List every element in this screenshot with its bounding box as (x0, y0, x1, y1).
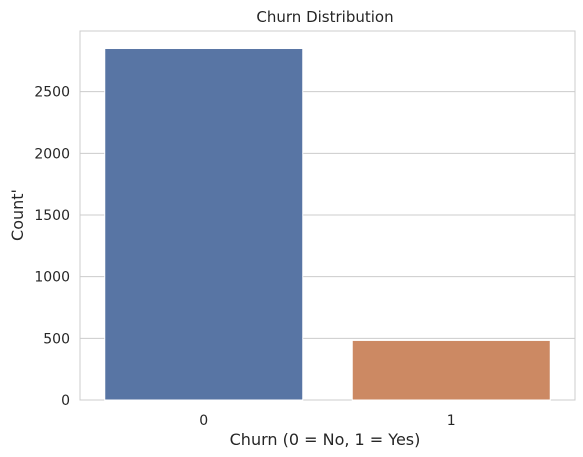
y-tick-label: 2000 (34, 146, 70, 162)
y-tick-label: 500 (43, 331, 70, 347)
y-tick-label: 0 (61, 393, 70, 409)
y-tick-labels: 0 500 1000 1500 2000 2500 (34, 85, 70, 409)
y-tick-label: 2500 (34, 85, 70, 101)
x-tick-label: 1 (447, 413, 456, 429)
y-axis-label: Count' (8, 189, 27, 241)
chart-title: Churn Distribution (256, 8, 393, 26)
y-tick-label: 1000 (34, 270, 70, 286)
bar-1 (351, 339, 551, 401)
bars (104, 48, 551, 401)
y-tick-label: 1500 (34, 208, 70, 224)
bar-0 (104, 48, 304, 401)
x-axis-label: Churn (0 = No, 1 = Yes) (230, 430, 421, 449)
x-tick-label: 0 (199, 413, 208, 429)
